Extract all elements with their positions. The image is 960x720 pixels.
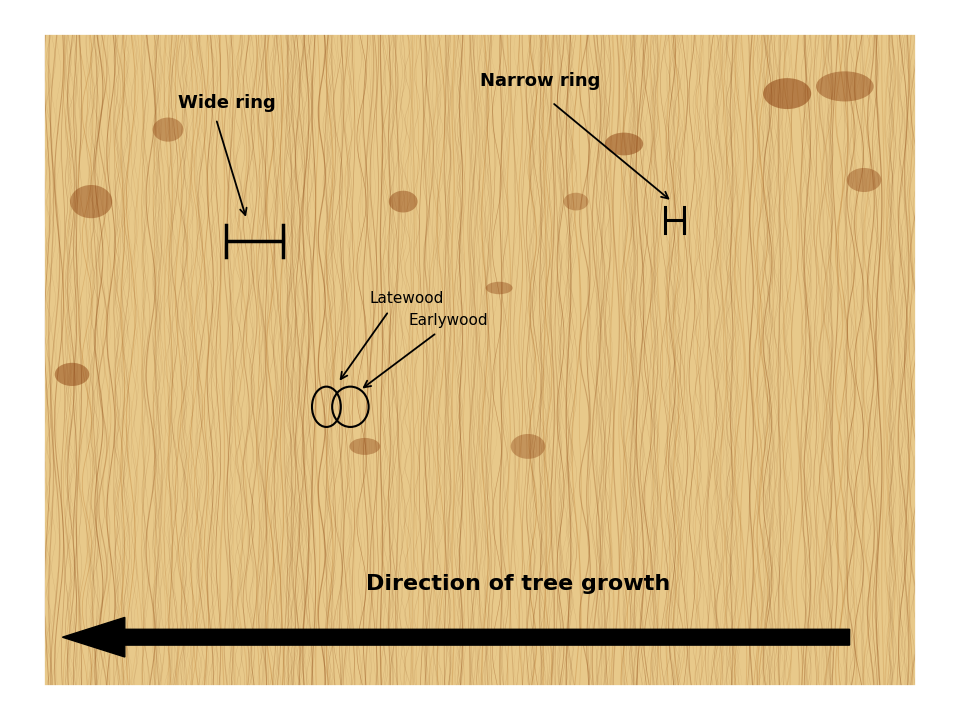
Ellipse shape (564, 193, 588, 210)
Text: Wide ring: Wide ring (178, 94, 276, 112)
Text: Latewood: Latewood (370, 291, 444, 306)
Ellipse shape (55, 363, 89, 386)
Ellipse shape (847, 168, 881, 192)
Ellipse shape (816, 71, 874, 102)
Ellipse shape (153, 117, 183, 142)
Ellipse shape (349, 438, 380, 455)
Ellipse shape (511, 434, 545, 459)
Text: Earlywood: Earlywood (408, 312, 488, 328)
Text: Narrow ring: Narrow ring (480, 72, 600, 90)
Ellipse shape (486, 282, 513, 294)
Ellipse shape (605, 132, 643, 156)
Ellipse shape (70, 185, 112, 218)
Ellipse shape (389, 191, 418, 212)
Ellipse shape (763, 78, 811, 109)
FancyArrow shape (62, 617, 850, 657)
Text: Direction of tree growth: Direction of tree growth (367, 574, 670, 594)
